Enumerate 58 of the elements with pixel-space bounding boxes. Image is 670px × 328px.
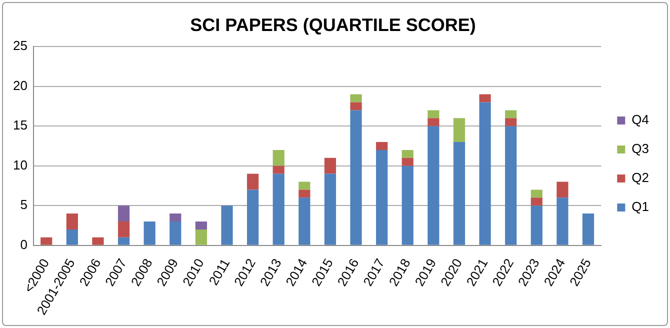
bar	[350, 102, 362, 110]
bar	[530, 190, 542, 198]
bar	[324, 174, 336, 245]
bar	[298, 190, 310, 198]
legend-label: Q3	[632, 141, 649, 156]
y-tick-label: 10	[12, 157, 28, 172]
bar	[428, 118, 440, 126]
bar	[453, 118, 466, 142]
bar	[272, 166, 284, 174]
chart-title: SCI PAPERS (QUARTILE SCORE)	[190, 14, 476, 35]
bar	[505, 126, 517, 245]
bar	[246, 174, 259, 190]
bar	[92, 237, 104, 245]
bar	[144, 222, 156, 245]
y-tick-label: 5	[20, 197, 28, 212]
bar	[170, 222, 182, 245]
legend-label: Q2	[632, 170, 649, 186]
bar	[479, 94, 491, 102]
bar	[402, 158, 414, 166]
legend-label: Q1	[632, 199, 649, 214]
bar	[66, 214, 78, 230]
bar	[530, 206, 542, 245]
bar	[376, 150, 388, 245]
bar	[479, 102, 491, 245]
y-tick-label: 0	[20, 236, 28, 252]
bar	[556, 182, 568, 198]
bar	[118, 206, 130, 222]
bar	[453, 142, 466, 245]
bar	[582, 214, 594, 245]
bar	[118, 237, 130, 245]
bar	[530, 198, 542, 206]
bar	[376, 142, 388, 150]
bar	[118, 222, 130, 238]
y-tick-label: 15	[12, 118, 28, 133]
bar	[402, 150, 414, 158]
bar	[170, 214, 182, 222]
y-tick-label: 25	[12, 38, 28, 54]
bar	[246, 190, 259, 245]
bar	[428, 126, 440, 245]
bar	[505, 110, 517, 118]
bar	[505, 118, 517, 126]
bar	[298, 198, 310, 245]
bar	[324, 158, 336, 174]
bar	[195, 229, 207, 245]
bar	[556, 198, 568, 245]
bar	[298, 182, 310, 190]
bar	[428, 110, 440, 118]
legend-label: Q4	[632, 112, 649, 128]
bar	[221, 206, 233, 245]
bar	[195, 222, 207, 230]
bar	[40, 237, 52, 245]
bar	[272, 174, 284, 245]
bar	[350, 110, 362, 245]
y-tick-label: 20	[12, 78, 28, 93]
bar	[402, 166, 414, 245]
bar	[272, 150, 284, 166]
bar	[350, 94, 362, 102]
bar	[66, 229, 78, 245]
